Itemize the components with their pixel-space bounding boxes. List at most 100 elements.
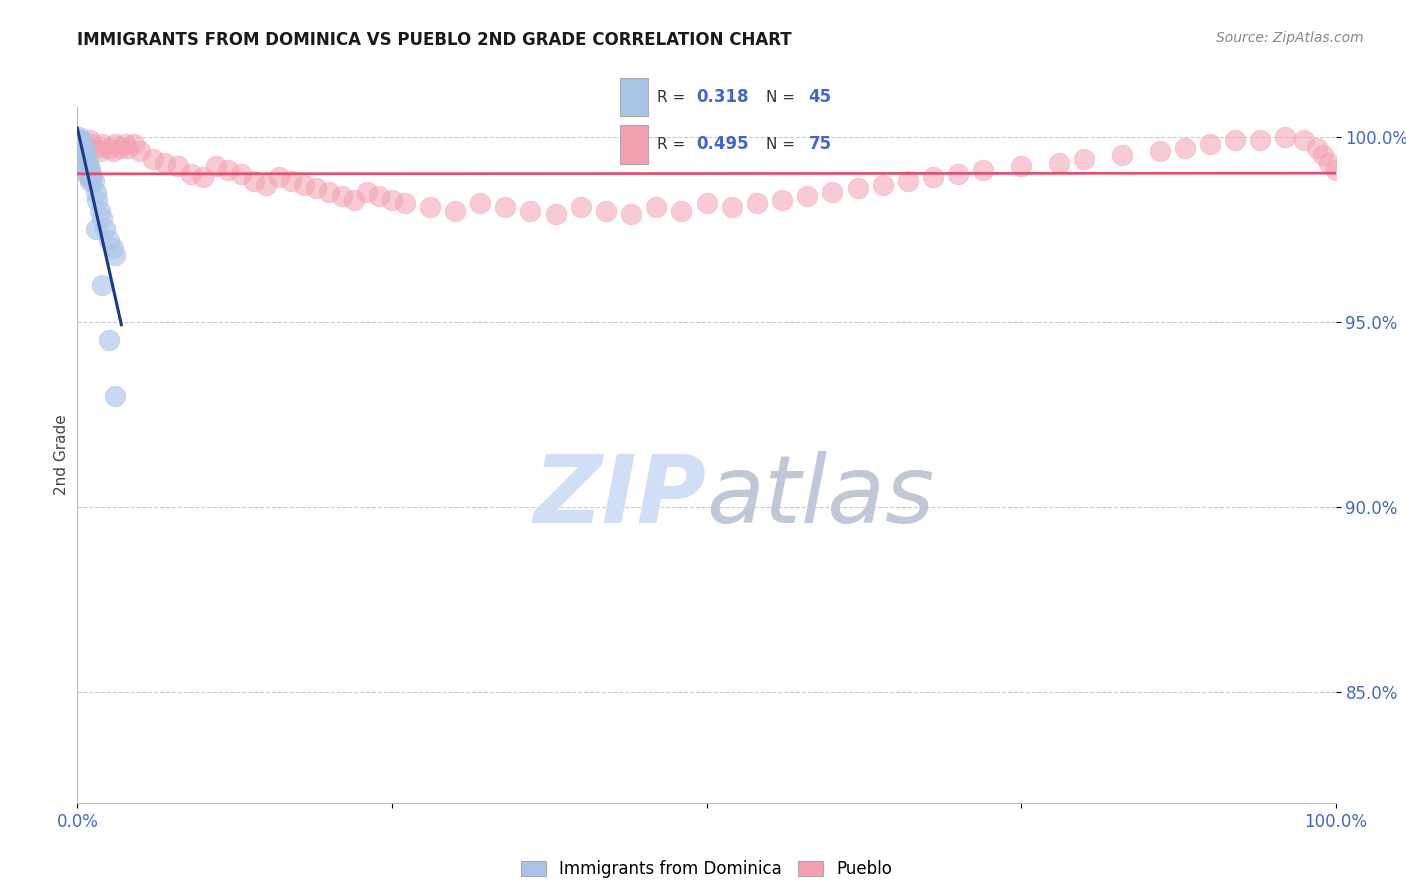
Text: 0.495: 0.495	[696, 136, 748, 153]
Point	[70, 148, 93, 162]
Point	[204, 159, 226, 173]
Text: atlas: atlas	[707, 451, 935, 542]
Point	[67, 133, 90, 147]
Point	[114, 136, 136, 151]
Point	[70, 133, 93, 147]
Point	[76, 141, 98, 155]
Point	[76, 155, 98, 169]
Text: R =: R =	[657, 89, 690, 104]
Point	[72, 155, 94, 169]
Point	[343, 193, 366, 207]
Point	[76, 167, 98, 181]
Point	[104, 136, 127, 151]
Point	[444, 203, 467, 218]
Point	[645, 200, 668, 214]
Point	[72, 152, 94, 166]
Point	[394, 196, 416, 211]
Point	[1047, 155, 1070, 169]
Point	[1274, 129, 1296, 144]
Point	[73, 159, 96, 173]
Point	[91, 277, 114, 292]
Point	[1319, 155, 1341, 169]
Point	[79, 133, 101, 147]
Point	[1073, 152, 1095, 166]
Point	[242, 174, 264, 188]
Point	[356, 185, 378, 199]
Text: 75: 75	[808, 136, 831, 153]
Point	[267, 170, 290, 185]
Point	[1198, 136, 1220, 151]
Point	[82, 136, 104, 151]
Point	[821, 185, 844, 199]
Point	[595, 203, 617, 218]
Point	[72, 145, 94, 159]
Point	[381, 193, 404, 207]
Text: IMMIGRANTS FROM DOMINICA VS PUEBLO 2ND GRADE CORRELATION CHART: IMMIGRANTS FROM DOMINICA VS PUEBLO 2ND G…	[77, 31, 792, 49]
Point	[305, 181, 328, 195]
Point	[1149, 145, 1171, 159]
Text: N =: N =	[766, 89, 800, 104]
Point	[1312, 148, 1334, 162]
Point	[846, 181, 869, 195]
Point	[1249, 133, 1271, 147]
Text: Source: ZipAtlas.com: Source: ZipAtlas.com	[1216, 31, 1364, 45]
Point	[1174, 141, 1197, 155]
Point	[91, 136, 114, 151]
Point	[191, 170, 215, 185]
Point	[72, 136, 94, 151]
Point	[972, 163, 994, 178]
Point	[83, 174, 105, 188]
Point	[75, 152, 97, 166]
Point	[69, 145, 91, 159]
Point	[69, 136, 91, 151]
Point	[1324, 163, 1347, 178]
Point	[80, 167, 103, 181]
Point	[94, 222, 117, 236]
Point	[217, 163, 239, 178]
Point	[73, 145, 96, 159]
Point	[569, 200, 592, 214]
Point	[122, 136, 145, 151]
Point	[97, 233, 120, 247]
Point	[922, 170, 945, 185]
Point	[75, 163, 97, 178]
Point	[67, 129, 90, 144]
Point	[104, 248, 127, 262]
Point	[70, 145, 93, 159]
Point	[1306, 141, 1329, 155]
Legend: Immigrants from Dominica, Pueblo: Immigrants from Dominica, Pueblo	[513, 854, 900, 885]
Point	[796, 189, 818, 203]
Point	[720, 200, 742, 214]
Point	[101, 145, 124, 159]
Point	[104, 389, 127, 403]
Point	[67, 141, 90, 155]
Point	[70, 133, 93, 147]
Point	[84, 222, 107, 236]
Point	[70, 141, 93, 155]
Point	[292, 178, 315, 192]
Y-axis label: 2nd Grade: 2nd Grade	[53, 415, 69, 495]
Point	[73, 148, 96, 162]
FancyBboxPatch shape	[620, 78, 648, 117]
Point	[167, 159, 190, 173]
Point	[82, 170, 104, 185]
Point	[129, 145, 152, 159]
Point	[79, 174, 101, 188]
Point	[77, 159, 100, 173]
Point	[948, 167, 970, 181]
Point	[69, 141, 91, 155]
Point	[101, 241, 124, 255]
Point	[330, 189, 353, 203]
Point	[494, 200, 516, 214]
Point	[770, 193, 793, 207]
Point	[671, 203, 693, 218]
Point	[67, 136, 90, 151]
Point	[872, 178, 894, 192]
Point	[544, 207, 567, 221]
Point	[180, 167, 202, 181]
Point	[70, 136, 93, 151]
Point	[280, 174, 302, 188]
Point	[519, 203, 541, 218]
Text: N =: N =	[766, 136, 800, 152]
Point	[79, 163, 101, 178]
